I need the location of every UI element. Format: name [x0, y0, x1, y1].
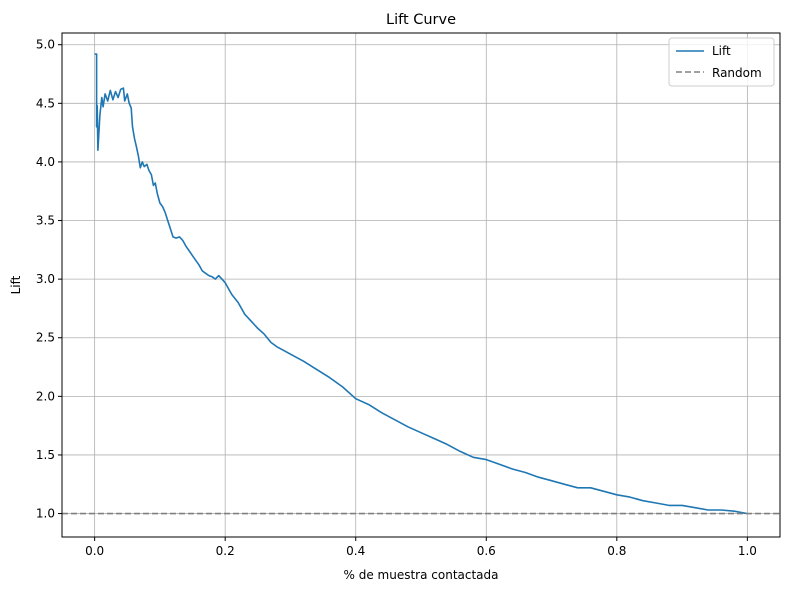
y-tick-label: 3.5 — [36, 214, 55, 228]
y-axis-label: Lift — [9, 275, 23, 294]
y-tick-label: 1.0 — [36, 507, 55, 521]
chart-title: Lift Curve — [386, 12, 456, 28]
x-tick-label: 0.4 — [346, 544, 365, 558]
series-line-lift — [94, 53, 748, 515]
x-tick-label: 1.0 — [738, 544, 757, 558]
x-axis-ticks: 0.0 0.2 0.4 0.6 0.8 1.0 — [85, 537, 757, 558]
legend-label-lift: Lift — [712, 44, 731, 58]
legend-label-random: Random — [712, 66, 762, 80]
y-tick-label: 5.0 — [36, 38, 55, 52]
series-layer — [62, 53, 780, 515]
y-tick-label: 4.5 — [36, 96, 55, 110]
x-axis-label: % de muestra contactada — [344, 568, 499, 582]
y-tick-label: 2.0 — [36, 389, 55, 403]
legend-box — [668, 37, 775, 87]
x-tick-label: 0.2 — [216, 544, 235, 558]
grid-lines — [62, 33, 780, 537]
y-tick-label: 4.0 — [36, 155, 55, 169]
y-axis-ticks: 1.0 1.5 2.0 2.5 3.0 3.5 4.0 4.5 5.0 — [36, 38, 62, 521]
x-tick-label: 0.6 — [477, 544, 496, 558]
legend: Lift Random — [668, 37, 775, 87]
y-tick-label: 2.5 — [36, 331, 55, 345]
y-tick-label: 1.5 — [36, 448, 55, 462]
y-tick-label: 3.0 — [36, 272, 55, 286]
x-tick-label: 0.0 — [85, 544, 104, 558]
x-tick-label: 0.8 — [607, 544, 626, 558]
plot-frame — [61, 32, 781, 538]
